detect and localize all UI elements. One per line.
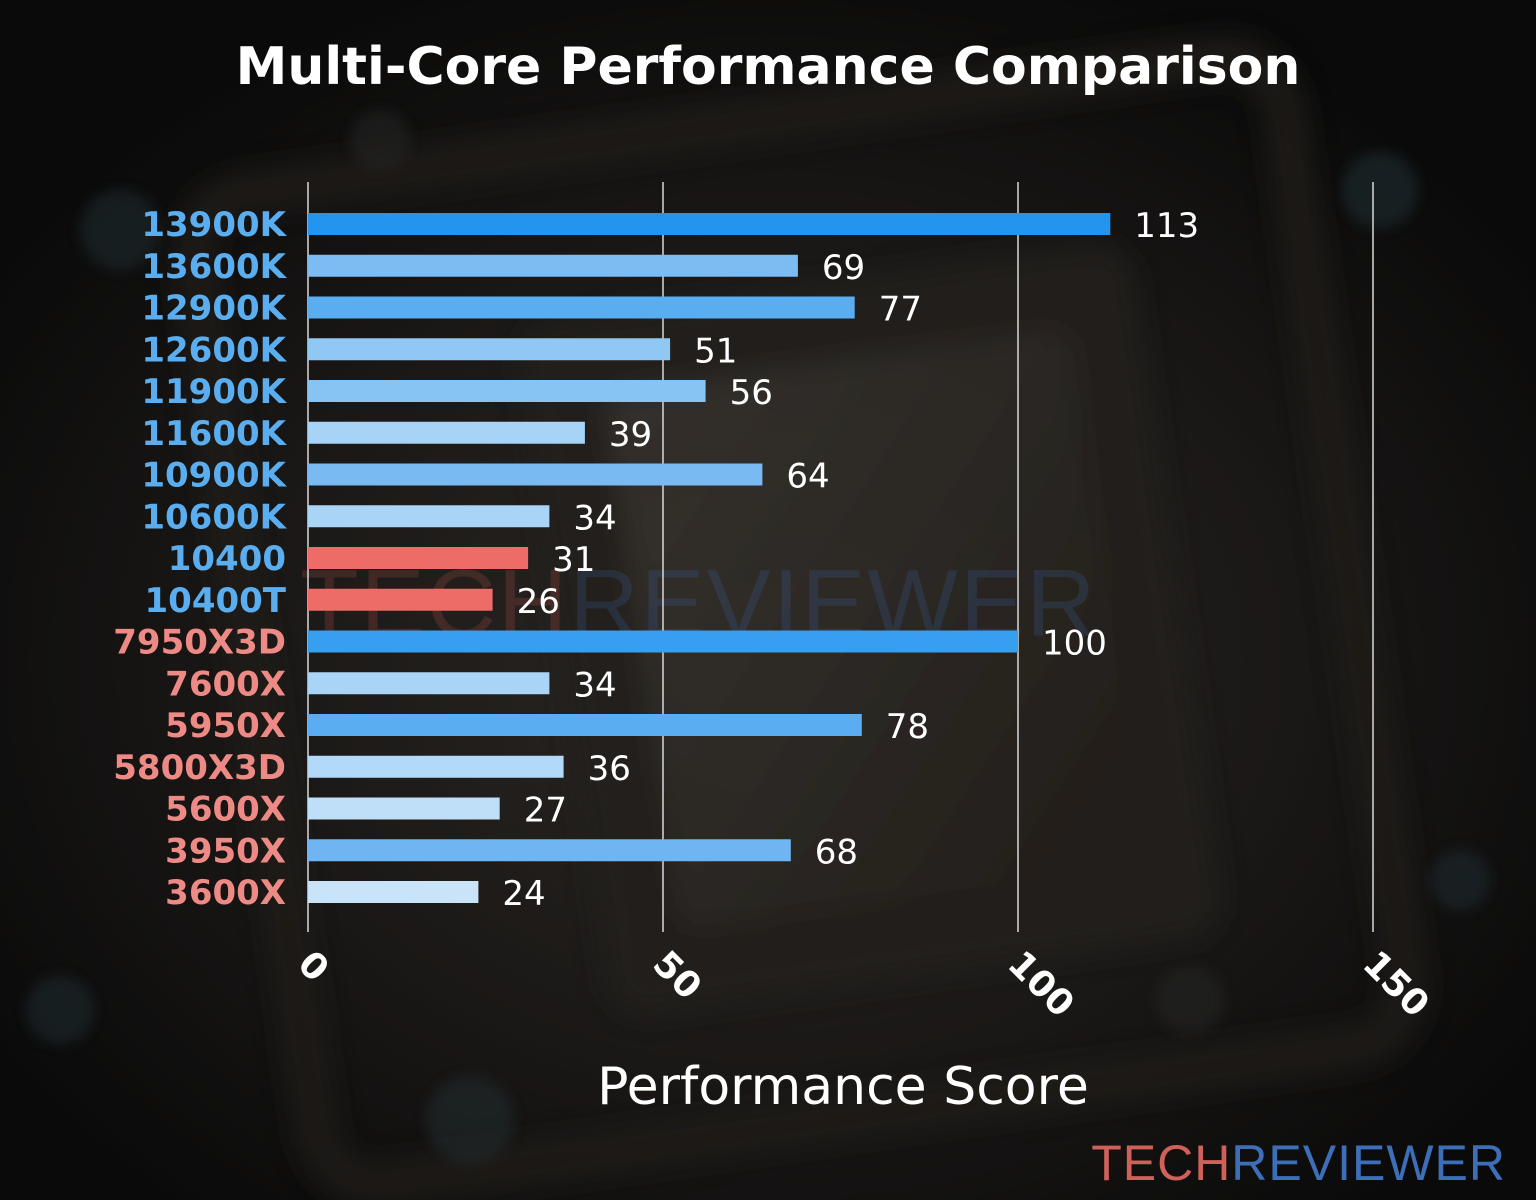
- bar: [308, 881, 479, 903]
- value-label: 64: [786, 457, 829, 497]
- category-label: 10400T: [145, 581, 287, 621]
- category-label: 12900K: [141, 289, 287, 329]
- value-label: 26: [517, 582, 560, 622]
- bar: [308, 296, 855, 319]
- category-label: 5950X: [165, 706, 286, 746]
- x-tick-label: 100: [1000, 943, 1082, 1025]
- x-tick-label: 50: [645, 943, 709, 1007]
- category-label: 7600X: [165, 664, 286, 704]
- bar: [308, 380, 706, 402]
- bar: [308, 630, 1018, 653]
- logo-tech: TECH: [1091, 1135, 1232, 1191]
- value-label: 39: [609, 415, 652, 455]
- category-label: 3950X: [165, 831, 286, 871]
- value-label: 68: [815, 832, 858, 872]
- x-axis-label: Performance Score: [597, 1057, 1089, 1117]
- category-label: 11900K: [141, 372, 287, 412]
- brand-logo: TECHREVIEWER: [1091, 1134, 1506, 1192]
- category-label: 5600X: [165, 790, 286, 830]
- bar: [308, 672, 550, 695]
- bar: [308, 505, 550, 528]
- chart-title: Multi-Core Performance Comparison: [236, 37, 1301, 97]
- category-label: 10600K: [141, 497, 287, 537]
- category-label: 12600K: [141, 330, 287, 370]
- category-label: 13600K: [141, 247, 287, 287]
- value-label: 51: [694, 331, 737, 371]
- bars: [308, 213, 1111, 903]
- bar: [308, 213, 1111, 235]
- bar: [308, 755, 564, 778]
- category-labels: 13900K13600K12900K12600K11900K11600K1090…: [113, 205, 287, 913]
- value-label: 69: [822, 248, 865, 288]
- category-label: 5800X3D: [113, 748, 286, 788]
- category-label: 13900K: [141, 205, 287, 245]
- logo-reviewer: REVIEWER: [1231, 1135, 1506, 1191]
- value-label: 77: [879, 290, 922, 330]
- category-label: 10400: [168, 539, 286, 579]
- bar: [308, 588, 493, 611]
- bar: [308, 797, 500, 820]
- category-label: 10900K: [141, 456, 287, 496]
- value-label: 27: [524, 791, 567, 831]
- value-label: 34: [573, 498, 616, 538]
- bar: [308, 714, 862, 736]
- x-tick-labels: 0 50 100 150: [290, 943, 1437, 1025]
- bar: [308, 421, 585, 444]
- bar: [308, 463, 763, 486]
- bar: [308, 547, 529, 569]
- value-label: 36: [588, 749, 631, 789]
- category-label: 11600K: [141, 414, 287, 454]
- value-label: 100: [1042, 624, 1107, 664]
- category-label: 7950X3D: [113, 623, 286, 663]
- value-label: 24: [502, 874, 545, 914]
- value-label: 113: [1134, 206, 1199, 246]
- bar: [308, 839, 791, 862]
- bar: [308, 338, 671, 361]
- value-label: 34: [573, 665, 616, 705]
- value-label: 31: [552, 540, 595, 580]
- x-tick-label: 0: [290, 943, 337, 990]
- category-label: 3600X: [165, 873, 286, 913]
- x-tick-label: 150: [1355, 943, 1437, 1025]
- value-label: 56: [730, 373, 773, 413]
- value-label: 78: [886, 707, 929, 747]
- bar: [308, 254, 798, 277]
